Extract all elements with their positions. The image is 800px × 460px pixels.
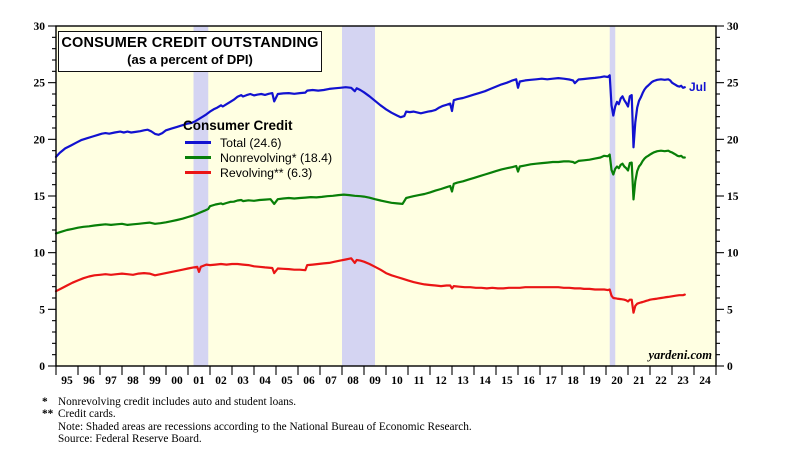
y-axis-label-left: 25 (34, 78, 46, 90)
y-axis-label-right: 20 (727, 134, 739, 146)
x-axis-label: 21 (633, 375, 645, 387)
footnote-text-2: Credit cards. (58, 408, 116, 421)
y-axis-label-right: 15 (727, 191, 739, 203)
chart-title-box: CONSUMER CREDIT OUTSTANDING (as a percen… (58, 31, 322, 72)
x-axis-label: 02 (215, 375, 227, 387)
y-axis-label-right: 25 (727, 78, 739, 90)
x-axis-label: 06 (303, 375, 315, 387)
footnote-note: Note: Shaded areas are recessions accord… (42, 421, 472, 433)
footnote-source: Source: Federal Reserve Board. (42, 433, 472, 445)
y-axis-label-left: 15 (34, 191, 46, 203)
footnote-text-4: Source: Federal Reserve Board. (58, 433, 202, 446)
x-axis-label: 98 (127, 375, 139, 387)
footnotes: * Nonrevolving credit includes auto and … (42, 396, 472, 446)
x-axis-label: 13 (457, 375, 469, 387)
series-line-total (54, 74, 686, 158)
chart-subtitle: (as a percent of DPI) (127, 52, 253, 67)
footnote-marker-1: * (42, 396, 48, 408)
x-axis-label: 12 (435, 375, 447, 387)
x-axis-label: 00 (171, 375, 183, 387)
footnote-text-3: Note: Shaded areas are recessions accord… (58, 420, 472, 433)
x-axis-label: 24 (699, 375, 711, 387)
y-axis-label-left: 20 (34, 134, 46, 146)
footnote-text-1: Nonrevolving credit includes auto and st… (58, 396, 297, 408)
legend-item-nonrevolving: Nonrevolving* (18.4) (183, 150, 332, 165)
x-axis-label: 19 (589, 375, 601, 387)
legend-item-revolving: Revolving** (6.3) (183, 165, 332, 180)
y-axis-label-left: 30 (34, 21, 46, 33)
footnote-marker-4 (42, 433, 58, 445)
x-axis-label: 04 (259, 375, 271, 387)
x-axis-label: 97 (105, 375, 117, 387)
x-axis-label: 99 (149, 375, 161, 387)
x-axis-label: 95 (61, 375, 73, 387)
legend-header: Consumer Credit (183, 118, 293, 133)
y-axis-label-left: 5 (39, 304, 45, 316)
x-axis-label: 03 (237, 375, 249, 387)
x-axis-label: 08 (347, 375, 359, 387)
footnote-marker-2: ** (42, 408, 54, 421)
recession-band (609, 26, 616, 366)
y-axis-label-right: 0 (727, 361, 733, 373)
y-axis-label-right: 5 (727, 304, 733, 316)
legend-label-total: Total (24.6) (220, 135, 282, 150)
x-axis-label: 16 (523, 375, 535, 387)
x-axis-label: 96 (83, 375, 95, 387)
series-line-nonrevolving (54, 149, 686, 235)
recession-band (193, 26, 209, 366)
chart-title: CONSUMER CREDIT OUTSTANDING (61, 35, 319, 51)
total-line-swatch (185, 141, 211, 144)
chart-legend: Consumer Credit Total (24.6) Nonrevolvin… (183, 118, 332, 180)
y-axis-label-left: 10 (34, 248, 46, 260)
footnote-marker-3 (42, 421, 58, 433)
revolving-line-swatch (185, 171, 211, 174)
x-axis-label: 15 (501, 375, 513, 387)
legend-label-revolving: Revolving** (6.3) (220, 165, 313, 180)
x-axis-label: 10 (391, 375, 403, 387)
footnote-nonrevolving: * Nonrevolving credit includes auto and … (42, 396, 472, 408)
footnote-revolving: ** Credit cards. (42, 408, 472, 420)
series-line-revolving (54, 257, 686, 314)
legend-item-total: Total (24.6) (183, 135, 332, 150)
legend-label-nonrevolving: Nonrevolving* (18.4) (220, 150, 333, 165)
x-axis-label: 23 (677, 375, 689, 387)
x-axis-label: 11 (414, 375, 425, 387)
latest-point-label: Jul (689, 80, 707, 94)
x-axis-label: 17 (545, 375, 557, 387)
x-axis-label: 22 (655, 375, 667, 387)
x-axis-label: 05 (281, 375, 293, 387)
x-axis-label: 20 (611, 375, 623, 387)
series-lines (54, 74, 686, 314)
plot-background (56, 26, 716, 366)
y-axis-label-right: 30 (727, 21, 739, 33)
y-axis-label-right: 10 (727, 248, 739, 260)
x-axis-label: 18 (567, 375, 579, 387)
nonrevolving-line-swatch (185, 156, 211, 159)
x-axis-label: 07 (325, 375, 337, 387)
x-axis-label: 01 (193, 375, 205, 387)
y-axis-label-left: 0 (39, 361, 45, 373)
watermark-yardeni: yardeni.com (648, 348, 712, 362)
x-axis-label: 09 (369, 375, 381, 387)
plot-frame (55, 25, 717, 367)
x-axis-label: 14 (479, 375, 491, 387)
